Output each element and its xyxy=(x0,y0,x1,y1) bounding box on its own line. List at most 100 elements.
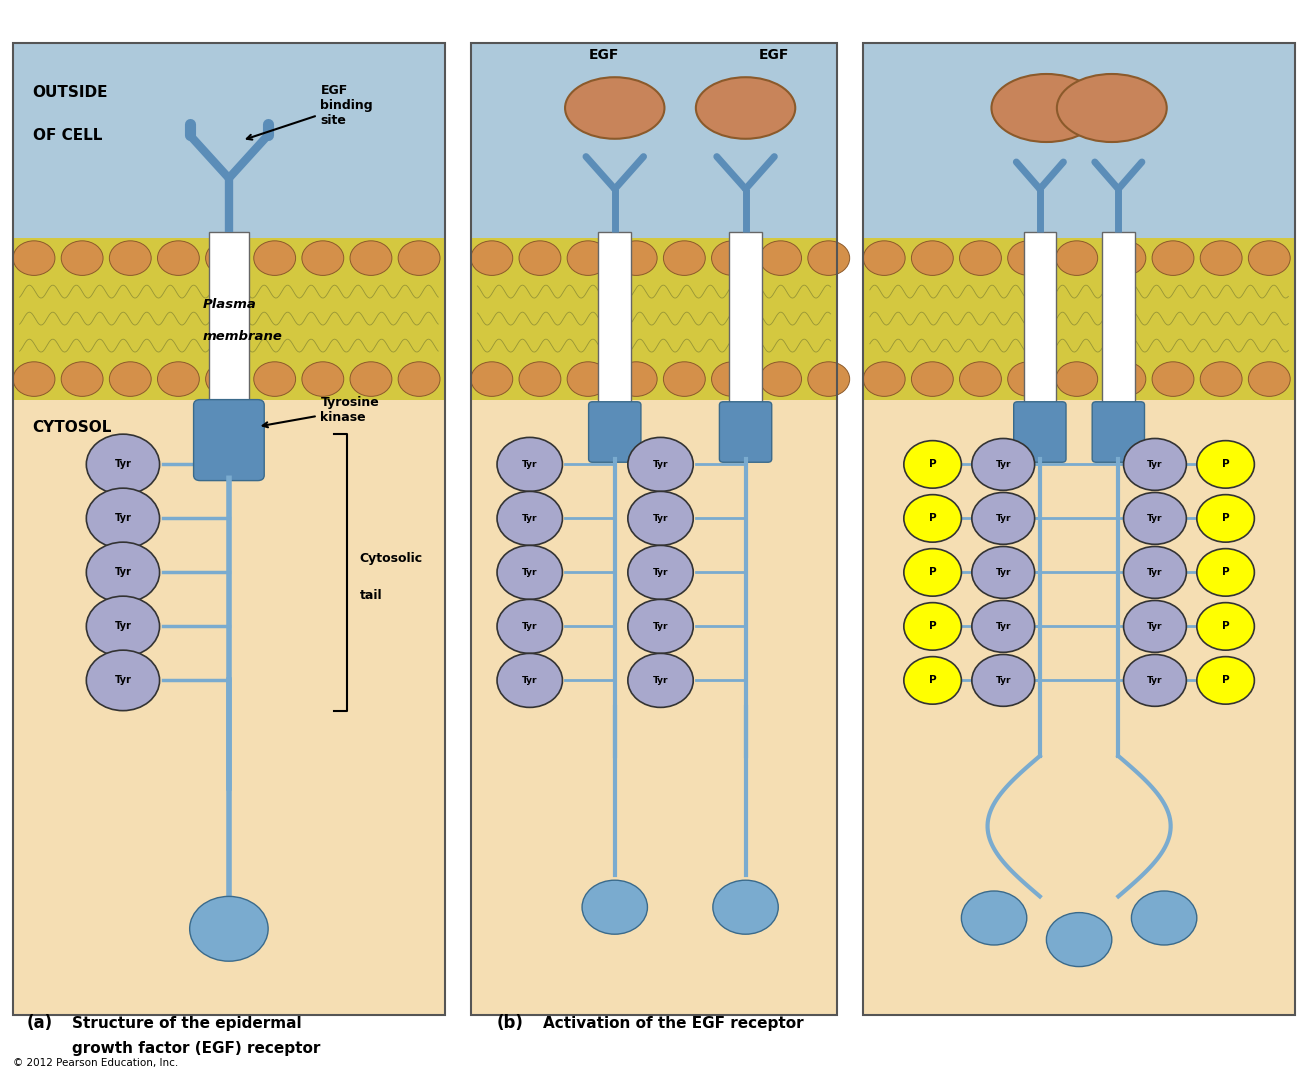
Bar xyxy=(471,400,837,1015)
Circle shape xyxy=(912,362,954,396)
Circle shape xyxy=(86,596,160,657)
Circle shape xyxy=(1007,362,1049,396)
Circle shape xyxy=(13,362,55,396)
Circle shape xyxy=(808,241,850,275)
Text: Tyr: Tyr xyxy=(522,460,538,469)
Text: Plasma: Plasma xyxy=(203,298,256,311)
Circle shape xyxy=(398,362,439,396)
Circle shape xyxy=(13,241,55,275)
Text: Tyr: Tyr xyxy=(995,568,1011,577)
Circle shape xyxy=(497,491,562,545)
Circle shape xyxy=(1197,495,1254,542)
Text: Tyr: Tyr xyxy=(522,676,538,685)
Text: P: P xyxy=(1222,459,1230,470)
FancyBboxPatch shape xyxy=(194,400,264,481)
Text: OF CELL: OF CELL xyxy=(33,129,102,144)
Circle shape xyxy=(190,896,268,961)
Text: (a): (a) xyxy=(26,1014,52,1032)
Circle shape xyxy=(960,362,1002,396)
Circle shape xyxy=(912,241,954,275)
Text: Structure of the epidermal: Structure of the epidermal xyxy=(72,1016,302,1031)
Circle shape xyxy=(86,488,160,549)
Text: Tyr: Tyr xyxy=(1147,514,1163,523)
Circle shape xyxy=(568,241,610,275)
Ellipse shape xyxy=(1057,73,1167,141)
Circle shape xyxy=(1201,362,1243,396)
Text: Tyr: Tyr xyxy=(653,676,668,685)
Text: Tyr: Tyr xyxy=(995,676,1011,685)
Circle shape xyxy=(205,362,247,396)
Circle shape xyxy=(628,437,693,491)
Circle shape xyxy=(1152,362,1194,396)
Circle shape xyxy=(205,241,247,275)
Circle shape xyxy=(1248,241,1290,275)
Bar xyxy=(863,238,1295,400)
Circle shape xyxy=(972,492,1035,544)
Circle shape xyxy=(1124,438,1186,490)
Circle shape xyxy=(904,495,961,542)
Circle shape xyxy=(582,880,647,934)
Circle shape xyxy=(972,654,1035,706)
Circle shape xyxy=(960,241,1002,275)
Text: P: P xyxy=(1222,621,1230,632)
Text: Tyr: Tyr xyxy=(522,514,538,523)
Bar xyxy=(730,232,761,405)
Text: Tyr: Tyr xyxy=(1147,460,1163,469)
Text: P: P xyxy=(1222,513,1230,524)
Bar xyxy=(863,400,1295,1015)
Text: P: P xyxy=(929,513,937,524)
Ellipse shape xyxy=(565,77,664,138)
Text: growth factor (EGF) receptor: growth factor (EGF) receptor xyxy=(72,1041,320,1056)
Text: EGF
binding
site: EGF binding site xyxy=(247,84,373,139)
Text: Tyr: Tyr xyxy=(522,568,538,577)
Text: (b): (b) xyxy=(497,1014,525,1032)
Circle shape xyxy=(157,362,199,396)
Circle shape xyxy=(1104,362,1146,396)
Text: P: P xyxy=(929,567,937,578)
Circle shape xyxy=(302,241,344,275)
Circle shape xyxy=(1197,549,1254,596)
Circle shape xyxy=(254,362,296,396)
Bar xyxy=(471,238,837,400)
Circle shape xyxy=(254,241,296,275)
Text: EGF: EGF xyxy=(589,49,619,63)
Text: Tyrosine
kinase: Tyrosine kinase xyxy=(263,396,379,428)
Circle shape xyxy=(663,241,705,275)
Text: EGF: EGF xyxy=(759,49,789,63)
Bar xyxy=(1101,232,1135,405)
Text: Tyr: Tyr xyxy=(653,514,668,523)
Text: Activation of the EGF receptor: Activation of the EGF receptor xyxy=(543,1016,803,1031)
Circle shape xyxy=(497,599,562,653)
Text: Cytosolic: Cytosolic xyxy=(360,552,422,565)
Text: Tyr: Tyr xyxy=(115,567,131,578)
Circle shape xyxy=(961,891,1027,945)
Circle shape xyxy=(1056,241,1097,275)
Circle shape xyxy=(86,650,160,711)
Circle shape xyxy=(1104,241,1146,275)
Text: Tyr: Tyr xyxy=(995,460,1011,469)
FancyBboxPatch shape xyxy=(589,402,641,462)
Circle shape xyxy=(497,545,562,599)
Text: P: P xyxy=(929,675,937,686)
Circle shape xyxy=(1197,657,1254,704)
Text: Tyr: Tyr xyxy=(995,622,1011,631)
Circle shape xyxy=(713,880,778,934)
Circle shape xyxy=(471,241,513,275)
Bar xyxy=(209,232,249,405)
Circle shape xyxy=(61,362,103,396)
Text: Tyr: Tyr xyxy=(653,460,668,469)
Circle shape xyxy=(1124,600,1186,652)
Circle shape xyxy=(712,241,753,275)
Circle shape xyxy=(110,241,152,275)
Circle shape xyxy=(1124,492,1186,544)
Circle shape xyxy=(628,599,693,653)
Circle shape xyxy=(712,362,753,396)
Circle shape xyxy=(1007,241,1049,275)
Text: tail: tail xyxy=(360,590,382,603)
Circle shape xyxy=(351,362,392,396)
Text: P: P xyxy=(1222,675,1230,686)
Circle shape xyxy=(497,437,562,491)
Text: Tyr: Tyr xyxy=(115,459,131,470)
Bar xyxy=(13,400,445,1015)
Text: Tyr: Tyr xyxy=(115,621,131,632)
